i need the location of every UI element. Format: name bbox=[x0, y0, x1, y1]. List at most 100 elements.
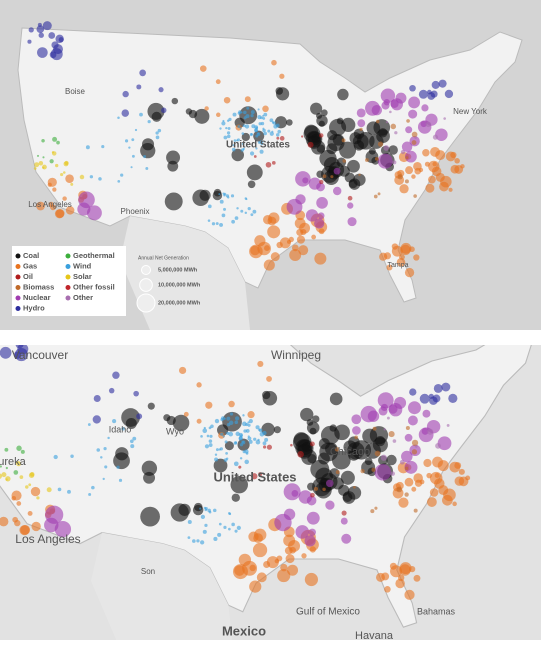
plant-bubble bbox=[211, 222, 216, 226]
plant-bubble bbox=[404, 267, 415, 278]
plant-bubble bbox=[388, 145, 398, 155]
plant-bubble bbox=[279, 73, 285, 79]
plant-bubble bbox=[426, 89, 432, 95]
plant-bubble bbox=[450, 151, 457, 159]
plant-bubble bbox=[124, 139, 129, 143]
plant-bubble bbox=[386, 264, 393, 271]
plant-bubble bbox=[296, 235, 306, 244]
legend-swatch bbox=[65, 295, 71, 301]
plant-bubble bbox=[301, 135, 304, 138]
plant-bubble bbox=[246, 106, 250, 110]
plant-bubble bbox=[62, 171, 66, 174]
plant-bubble bbox=[55, 163, 59, 168]
plant-bubble bbox=[58, 37, 64, 43]
plant-bubble bbox=[316, 197, 328, 209]
map-label: United States bbox=[213, 469, 296, 484]
plant-bubble bbox=[247, 180, 256, 189]
map-label: Wyo bbox=[166, 426, 184, 436]
plant-bubble bbox=[425, 183, 435, 193]
plant-bubble bbox=[234, 216, 239, 220]
plant-bubble bbox=[356, 108, 366, 118]
plant-bubble bbox=[38, 161, 44, 166]
plant-bubble bbox=[240, 209, 244, 213]
plant-bubble bbox=[252, 209, 257, 214]
plant-bubble bbox=[28, 27, 34, 33]
plant-bubble bbox=[424, 161, 430, 167]
size-legend-label: 10,000,000 MWh bbox=[158, 282, 201, 288]
map-label: Tampa bbox=[387, 262, 408, 269]
plant-bubble bbox=[204, 106, 209, 111]
plant-bubble bbox=[260, 121, 265, 126]
map-label: New York bbox=[453, 107, 488, 116]
plant-bubble bbox=[228, 117, 232, 121]
plant-bubble bbox=[279, 237, 291, 249]
plant-bubble bbox=[319, 133, 324, 138]
plant-bubble bbox=[310, 102, 323, 115]
plant-bubble bbox=[409, 84, 416, 92]
map-label: Los Angeles bbox=[15, 532, 80, 546]
plant-bubble bbox=[246, 164, 263, 181]
plant-bubble bbox=[128, 146, 131, 149]
plant-bubble bbox=[263, 131, 267, 136]
plant-bubble bbox=[400, 149, 406, 155]
legend-label: Other fossil bbox=[73, 282, 115, 291]
plant-bubble bbox=[65, 206, 75, 215]
plant-bubble bbox=[422, 149, 430, 157]
plant-bubble bbox=[316, 170, 324, 178]
plant-bubble bbox=[216, 112, 221, 118]
plant-bubble bbox=[318, 228, 325, 235]
plant-bubble bbox=[237, 111, 241, 115]
plant-bubble bbox=[400, 242, 412, 254]
plant-bubble bbox=[316, 182, 325, 192]
plant-bubble bbox=[141, 138, 155, 151]
plant-bubble bbox=[413, 254, 420, 261]
plant-bubble bbox=[425, 121, 432, 128]
plant-bubble bbox=[51, 41, 59, 49]
plant-bubble bbox=[249, 151, 255, 156]
legend-label: Oil bbox=[23, 272, 33, 281]
plant-bubble bbox=[253, 155, 257, 158]
plant-bubble bbox=[117, 179, 121, 183]
plant-bubble bbox=[257, 132, 260, 135]
plant-bubble bbox=[263, 112, 268, 117]
plant-bubble bbox=[166, 150, 181, 165]
plant-bubble bbox=[421, 104, 429, 112]
plant-bubble bbox=[212, 190, 223, 201]
legend-swatch bbox=[15, 274, 21, 280]
plant-bubble bbox=[219, 199, 224, 204]
plant-bubble bbox=[60, 172, 64, 177]
plant-bubble bbox=[254, 128, 258, 133]
plant-bubble bbox=[305, 209, 319, 222]
plant-bubble bbox=[263, 259, 275, 271]
plant-bubble bbox=[444, 89, 454, 99]
plant-bubble bbox=[364, 158, 369, 162]
plant-bubble bbox=[390, 123, 397, 130]
plant-bubble bbox=[218, 193, 221, 196]
plant-bubble bbox=[411, 131, 418, 138]
plant-bubble bbox=[374, 157, 379, 161]
plant-bubble bbox=[250, 213, 254, 217]
plant-bubble bbox=[404, 179, 409, 184]
plant-bubble bbox=[98, 177, 102, 181]
plant-bubble bbox=[62, 196, 67, 201]
map-label: Vancouver bbox=[12, 348, 68, 362]
plant-bubble bbox=[271, 130, 274, 133]
plant-bubble bbox=[41, 138, 45, 143]
plant-bubble bbox=[245, 198, 248, 201]
plant-bubble bbox=[381, 101, 390, 110]
plant-bubble bbox=[432, 161, 437, 167]
plant-bubble bbox=[33, 167, 37, 170]
plant-bubble bbox=[396, 257, 406, 267]
plant-bubble bbox=[432, 134, 439, 140]
plant-bubble bbox=[319, 179, 324, 185]
plant-bubble bbox=[435, 172, 445, 182]
plant-bubble bbox=[85, 145, 90, 150]
plant-bubble bbox=[219, 222, 223, 227]
legend-label: Solar bbox=[73, 272, 92, 281]
plant-bubble bbox=[56, 140, 60, 145]
plant-bubble bbox=[257, 108, 260, 111]
plant-bubble bbox=[347, 217, 357, 227]
